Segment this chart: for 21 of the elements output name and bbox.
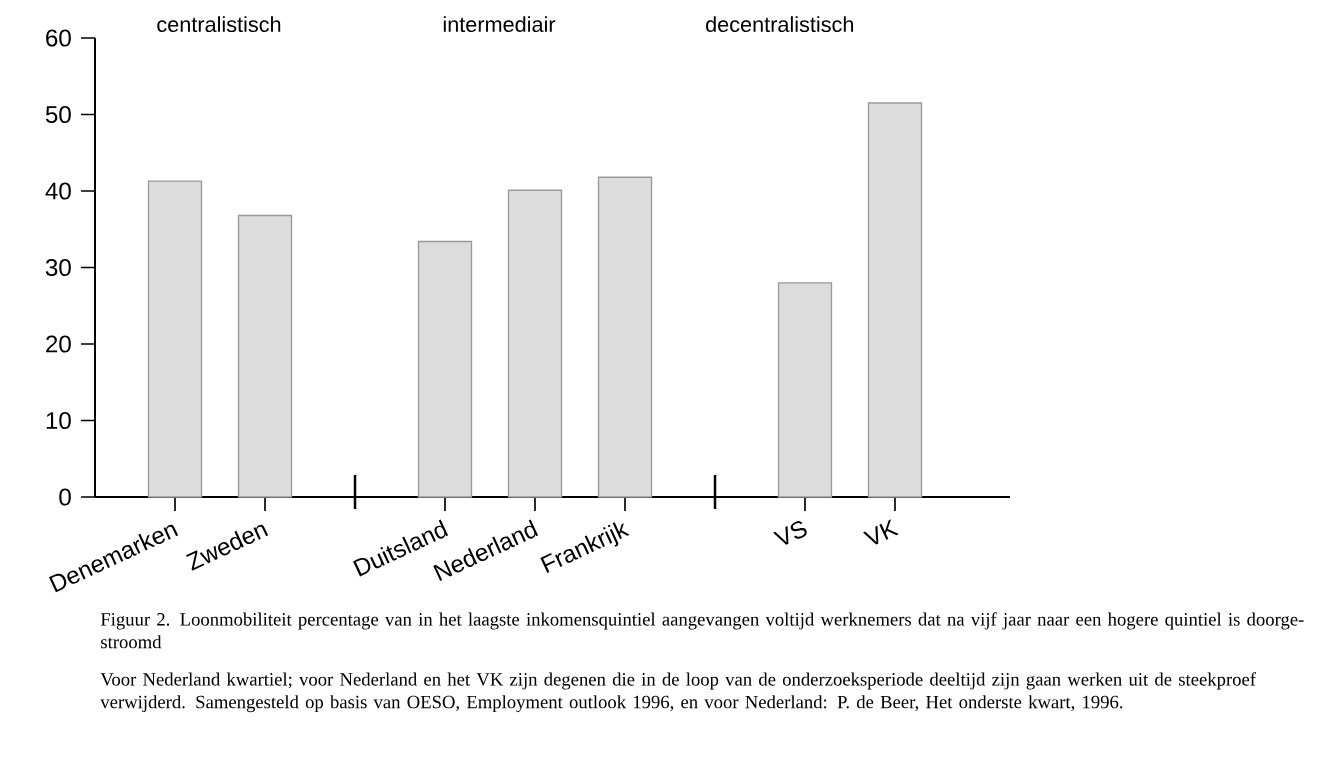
text: Voor Nederland kwartiel; voor Nederland en het VK zijn degenen die in de loop van de onderzoeksperiode deeltijd zijn gaan werken uit de steekproef verwijderd. Samengesteld op basis van OESO, Employment outlook 1996, en voor Nederland: P. de Beer, Het onderste kwart, 1996. [100, 672, 1257, 713]
bar [147, 180, 203, 498]
bar [777, 282, 833, 498]
y-tick-label: 50 [45, 105, 71, 124]
text: intermediair [443, 16, 556, 33]
bar [597, 176, 653, 498]
bar [507, 189, 563, 498]
bar [237, 214, 293, 498]
y-tick-label: 20 [46, 335, 71, 353]
text: decentralistisch [706, 16, 854, 33]
y-tick-label: 10 [46, 411, 71, 430]
text: centralistisch [157, 16, 281, 33]
y-tick-label: 60 [46, 29, 71, 47]
y-tick-label: 0 [59, 488, 71, 506]
bar [867, 102, 923, 498]
y-tick-label: 40 [45, 182, 71, 200]
text: Figuur 2. Loonmobiliteit percentage van in het laagste inkomensquintiel aangevangen voltijd werknemers dat na vijf jaar naar een hogere quintiel is doorge-stroomd [100, 612, 1304, 649]
bar [417, 240, 473, 498]
x-tick-label: VS [773, 521, 807, 545]
y-tick-label: 30 [45, 258, 71, 277]
x-tick-label: VK [863, 519, 899, 545]
